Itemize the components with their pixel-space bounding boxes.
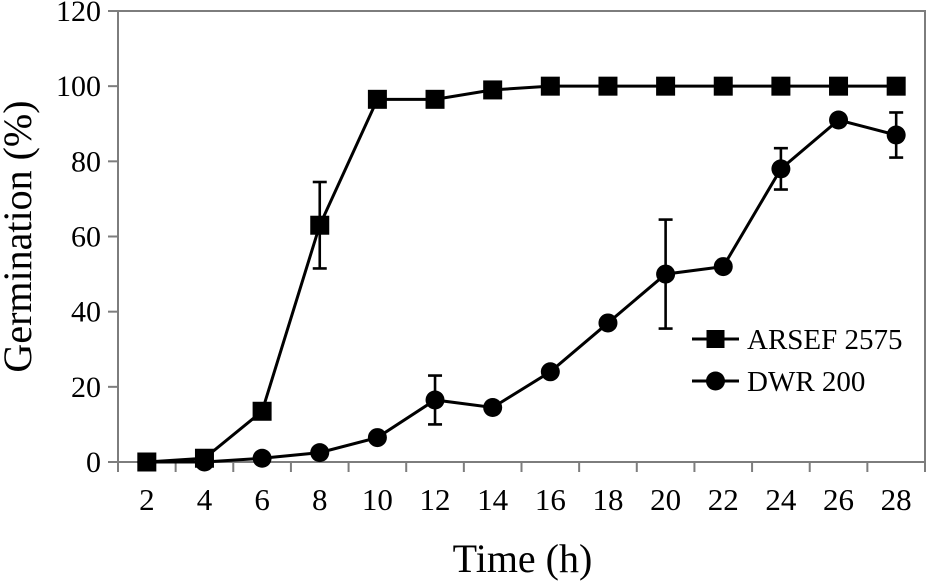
y-tick-label: 0 (86, 446, 101, 479)
series-arsef-2575 (137, 76, 906, 472)
y-tick-label: 80 (71, 145, 101, 178)
x-tick-label: 8 (312, 482, 328, 517)
y-tick-label: 60 (71, 221, 101, 254)
data-point-circle-marker (771, 159, 791, 179)
legend-marker-circle (706, 371, 725, 391)
data-point-square-marker (137, 452, 157, 472)
data-point-circle-marker (713, 257, 733, 277)
data-point-circle-marker (367, 428, 387, 448)
data-point-square-marker (886, 76, 906, 96)
data-point-square-marker (598, 76, 618, 96)
data-point-square-marker (252, 401, 272, 421)
y-tick-label: 100 (56, 70, 101, 103)
x-tick-label: 20 (650, 482, 681, 517)
data-point-square-marker (656, 76, 676, 96)
x-axis: 2 4 6 8 10 12 14 16 18 20 22 24 26 28 (117, 462, 926, 517)
data-point-square-marker (425, 89, 445, 109)
x-axis-title: Time (h) (453, 536, 593, 581)
y-axis: 0 20 40 60 80 100 120 (56, 0, 118, 479)
x-tick-label: 18 (592, 482, 623, 517)
legend-label: ARSEF 2575 (747, 324, 903, 356)
legend-item: ARSEF 2575 (692, 324, 903, 356)
x-tick-label: 12 (420, 482, 451, 517)
data-point-circle-marker (886, 125, 906, 145)
data-point-square-marker (771, 76, 791, 96)
data-point-square-marker (713, 76, 733, 96)
data-point-circle-marker (829, 110, 849, 130)
legend-item: DWR 200 (692, 366, 865, 398)
data-point-square-marker (483, 80, 503, 100)
x-tick-label: 16 (535, 482, 566, 517)
x-tick-label: 14 (477, 482, 509, 517)
data-point-square-marker (367, 89, 387, 109)
x-tick-label: 26 (823, 482, 854, 517)
x-tick-label: 4 (197, 482, 213, 517)
data-point-circle-marker (483, 398, 503, 418)
legend-marker-square (706, 330, 725, 348)
data-point-circle-marker (656, 264, 676, 284)
y-tick-label: 40 (71, 296, 101, 329)
series-line (146, 84, 897, 464)
data-point-square-marker (194, 448, 214, 468)
legend-label: DWR 200 (747, 366, 865, 398)
x-tick-label: 2 (139, 482, 155, 517)
y-tick-label: 20 (71, 371, 101, 404)
y-axis-title: Germination (%) (0, 100, 40, 372)
series-line (146, 118, 897, 464)
data-point-square-marker (829, 76, 849, 96)
data-point-circle-marker (310, 443, 330, 463)
data-point-circle-marker (252, 448, 272, 468)
data-point-square-marker (540, 76, 560, 96)
data-point-circle-marker (540, 362, 560, 382)
y-tick-label: 120 (56, 0, 101, 28)
data-point-square-marker (310, 215, 330, 235)
data-point-circle-marker (598, 313, 618, 333)
x-tick-label: 6 (254, 482, 270, 517)
x-tick-label: 22 (708, 482, 739, 517)
x-tick-label: 10 (362, 482, 393, 517)
data-point-circle-marker (425, 390, 445, 410)
x-tick-label: 28 (881, 482, 912, 517)
x-tick-label: 24 (765, 482, 797, 517)
legend: ARSEF 2575 DWR 200 (692, 324, 903, 398)
